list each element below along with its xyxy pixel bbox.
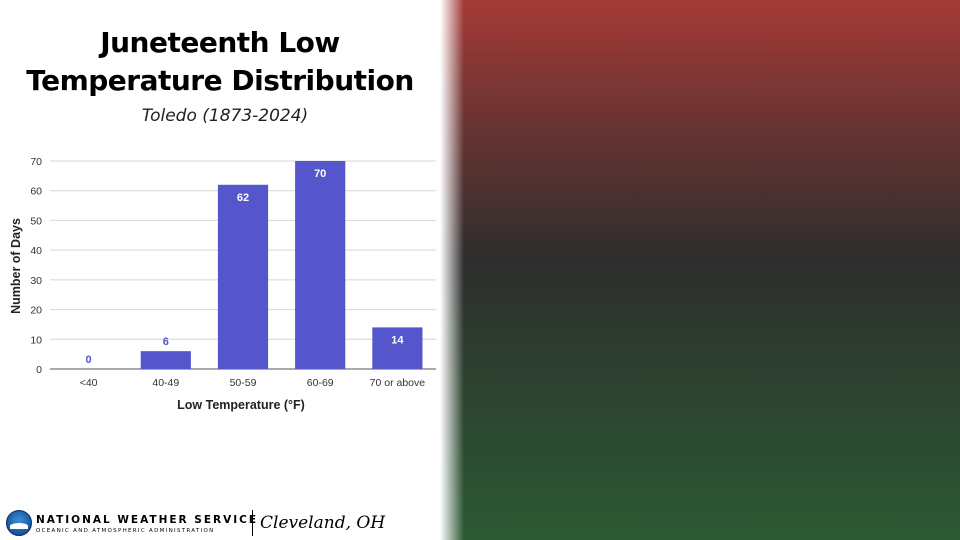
y-tick-label: 10: [30, 334, 42, 346]
x-axis-title: Low Temperature (°F): [177, 398, 305, 412]
y-axis-title: Number of Days: [9, 218, 23, 314]
data-label: 70: [314, 168, 326, 180]
y-tick-label: 70: [30, 156, 42, 168]
data-label: 0: [86, 354, 92, 366]
org-subtitle: OCEANIC AND ATMOSPHERIC ADMINISTRATION: [36, 528, 215, 534]
y-tick-label: 50: [30, 215, 42, 227]
noaa-logo-icon: [6, 510, 32, 536]
x-tick-label: 50-59: [230, 377, 257, 389]
bar: [140, 351, 191, 369]
bar: [295, 161, 346, 369]
data-labels: 0 6 62 70 14: [86, 168, 405, 366]
chart-title-line2: Temperature Distribution: [26, 64, 414, 97]
x-tick-label: <40: [80, 377, 98, 389]
bars: [140, 161, 423, 369]
y-tick-label: 30: [30, 275, 42, 287]
bar-chart: 0 10 20 30 40 50 60 70 0 6 62 70 14 <40 40-49 50-59 60…: [9, 156, 436, 412]
chart-subtitle: Toledo (1873-2024): [141, 106, 309, 126]
bar: [217, 184, 269, 369]
chart-title: Juneteenth Low Temperature Distribution: [0, 24, 440, 100]
decorative-gradient-panel: [440, 0, 960, 540]
bar: [372, 327, 423, 369]
footer-divider: [252, 510, 253, 536]
gradient-fade-edge: [440, 0, 464, 540]
data-label: 14: [391, 334, 404, 346]
y-tick-label: 0: [36, 364, 42, 376]
y-tick-label: 60: [30, 186, 42, 198]
y-tick-label: 20: [30, 305, 42, 317]
data-label: 6: [163, 336, 169, 348]
data-label: 62: [237, 192, 249, 204]
org-name: NATIONAL WEATHER SERVICE: [36, 514, 259, 526]
footer: NATIONAL WEATHER SERVICE OCEANIC AND ATM…: [6, 508, 406, 540]
x-tick-label: 60-69: [307, 377, 334, 389]
chart-title-line1: Juneteenth Low: [100, 26, 340, 59]
y-tick-labels: 0 10 20 30 40 50 60 70: [30, 156, 42, 376]
x-tick-labels: <40 40-49 50-59 60-69 70 or above: [80, 377, 426, 389]
x-tick-label: 70 or above: [370, 377, 426, 389]
x-tick-label: 40-49: [152, 377, 179, 389]
y-tick-label: 40: [30, 245, 42, 257]
office-name: Cleveland, OH: [260, 513, 386, 533]
